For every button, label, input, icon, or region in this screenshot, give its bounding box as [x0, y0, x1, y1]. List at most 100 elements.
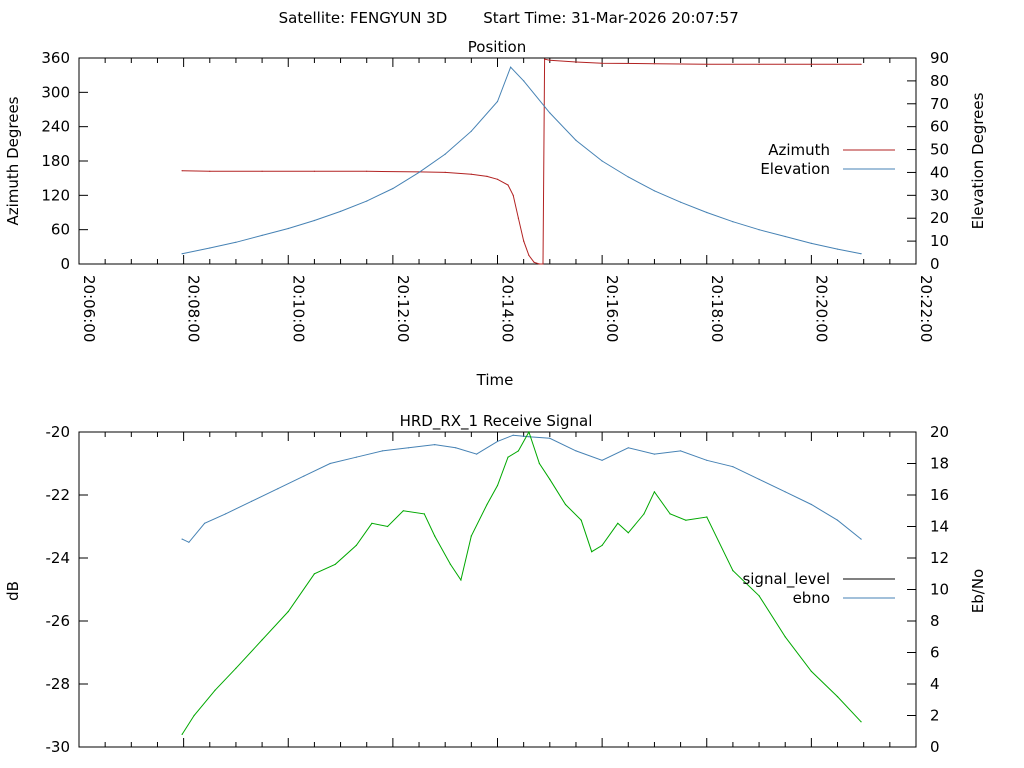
data-point-azimuth [366, 170, 368, 172]
data-point-ebno-green-trace [449, 563, 451, 565]
data-point-azimuth [549, 59, 551, 61]
data-point-ebno-green-trace [460, 579, 462, 581]
y2-tick-label: 10 [930, 232, 949, 250]
data-point-ebno-green-trace [706, 516, 708, 518]
data-point-azimuth [575, 61, 577, 63]
data-point-ebno [575, 450, 577, 452]
data-point-ebno [860, 538, 862, 540]
y-tick-label: 240 [41, 118, 70, 136]
data-point-ebno-green-trace [387, 525, 389, 528]
data-point-elevation [340, 210, 342, 212]
y2-tick-label: 2 [930, 707, 940, 725]
data-point-elevation [601, 160, 603, 162]
receive-signal-chart: -30 -28 -26 -24 -22 -20 0 2 4 6 8 10 12 14 16 18 20 signa… [46, 423, 950, 756]
series-line-elevation [181, 66, 862, 255]
data-point-elevation [366, 200, 368, 202]
data-point-azimuth [507, 184, 509, 186]
data-point-elevation [496, 100, 499, 103]
y-tick-label: -28 [46, 675, 71, 693]
data-point-ebno-green-trace [371, 522, 373, 524]
data-point-ebno-green-trace [261, 639, 263, 641]
y-tick-label: 120 [41, 186, 70, 204]
data-point-azimuth [209, 170, 211, 172]
y2-tick-label: 20 [930, 209, 949, 227]
data-point-azimuth [261, 170, 263, 172]
data-point-ebno [381, 450, 383, 452]
y-tick-label: 300 [41, 83, 70, 101]
data-point-ebno [784, 491, 786, 493]
data-point-ebno-green-trace [836, 696, 839, 698]
y-tick-label: -24 [46, 549, 71, 567]
data-point-ebno-green-trace [549, 478, 551, 480]
data-point-azimuth [496, 178, 499, 180]
legend-label: signal_level [742, 570, 830, 589]
x-tick-label: 20:20:00 [812, 275, 830, 342]
data-point-elevation [549, 112, 551, 114]
legend-label: Azimuth [768, 141, 830, 159]
data-point-ebno-green-trace [313, 573, 315, 575]
data-point-ebno-green-trace [193, 714, 195, 717]
data-point-ebno-green-trace [810, 670, 813, 673]
data-point-azimuth [444, 171, 446, 173]
data-point-ebno-green-trace [470, 535, 472, 537]
data-point-ebno [329, 462, 331, 465]
plot-frame [78, 431, 917, 748]
y2-tick-label: 20 [930, 423, 949, 441]
data-point-elevation [860, 253, 862, 255]
data-point-ebno [732, 466, 734, 468]
data-point-ebno-green-trace [496, 484, 499, 487]
data-point-azimuth [653, 63, 656, 65]
y-tick-label: 0 [60, 255, 70, 273]
y-tick-label: 180 [41, 152, 70, 170]
data-point-ebno-green-trace [528, 431, 530, 433]
data-point-elevation [836, 248, 839, 250]
y2-tick-label: 80 [930, 72, 949, 90]
data-point-elevation [418, 171, 420, 173]
data-point-elevation [313, 219, 315, 222]
data-point-azimuth [486, 175, 488, 177]
data-point-elevation [680, 201, 682, 203]
data-point-elevation [810, 242, 813, 244]
data-point-elevation [758, 229, 760, 231]
y-tick-label: -30 [46, 738, 71, 756]
x-tick-label: 20:10:00 [289, 275, 307, 342]
y2-tick-label: 16 [930, 486, 949, 504]
db-y-axis-label: dB [4, 581, 22, 601]
data-point-ebno [528, 436, 530, 438]
data-point-azimuth [528, 254, 530, 256]
data-point-ebno-green-trace [434, 535, 436, 537]
y2-tick-label: 0 [930, 738, 940, 756]
position-chart-title: Position [468, 38, 526, 56]
data-point-elevation [392, 187, 394, 190]
data-point-azimuth [538, 263, 541, 265]
data-point-ebno-green-trace [287, 610, 289, 613]
x-tick-label: 20:12:00 [394, 275, 412, 342]
data-point-ebno-green-trace [732, 570, 734, 572]
data-point-ebno [758, 478, 760, 480]
data-point-ebno [181, 538, 183, 540]
y2-tick-label: 0 [930, 255, 940, 273]
data-point-ebno [476, 453, 478, 455]
data-point-ebno [627, 447, 629, 449]
data-point-ebno [653, 453, 656, 455]
data-point-ebno [224, 513, 227, 515]
data-point-ebno [455, 447, 457, 449]
y-tick-label: -20 [46, 423, 71, 441]
data-point-azimuth [860, 63, 862, 65]
satellite-title: Satellite: FENGYUN 3D [279, 9, 448, 27]
data-point-ebno-green-trace [486, 503, 488, 506]
data-point-ebno-green-trace [214, 689, 216, 691]
y2-tick-label: 8 [930, 612, 940, 630]
data-point-ebno-green-trace [685, 519, 687, 521]
data-point-ebno-green-trace [423, 513, 425, 515]
data-point-ebno [204, 522, 206, 524]
data-point-elevation [523, 80, 525, 82]
data-point-ebno [188, 541, 190, 543]
y2-tick-label: 50 [930, 141, 949, 159]
y-tick-label: 60 [51, 221, 70, 239]
y2-tick-label: 4 [930, 675, 940, 693]
data-point-azimuth [601, 62, 603, 64]
data-point-ebno-green-trace [627, 532, 629, 534]
data-point-elevation [510, 66, 512, 68]
